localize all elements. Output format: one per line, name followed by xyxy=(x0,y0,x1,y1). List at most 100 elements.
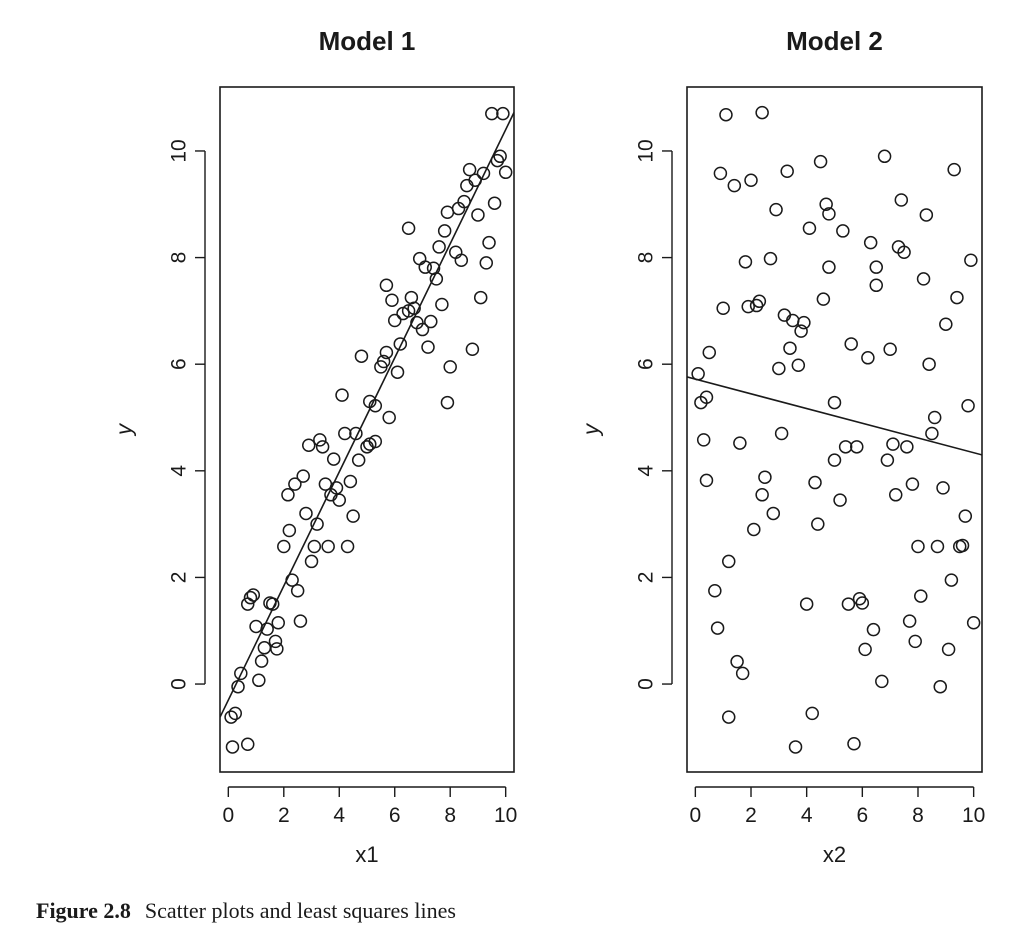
model-1-data-point xyxy=(379,278,394,293)
model-1-data-point xyxy=(415,322,430,337)
model-2-data-point xyxy=(863,235,878,250)
caption-text: Scatter plots and least squares lines xyxy=(144,898,456,923)
model-1-data-point xyxy=(299,506,313,521)
model-2-fit-line xyxy=(687,376,982,456)
model-2-data-point xyxy=(805,706,819,721)
model-2-y-tick-label: 8 xyxy=(635,252,658,264)
model-1-data-point xyxy=(313,433,327,447)
model-1-data-point xyxy=(424,314,438,329)
model-2-data-point xyxy=(696,433,711,447)
model-1-data-point xyxy=(385,293,399,307)
model-1-data-point xyxy=(329,481,344,495)
model-1-data-point xyxy=(304,554,319,569)
model-2-data-point xyxy=(880,453,895,467)
model-2-y-tick-label: 0 xyxy=(635,678,658,690)
model-1-x-axis-title: x1 xyxy=(355,842,378,867)
model-1-data-point xyxy=(231,679,245,694)
model-1-data-point xyxy=(412,251,427,266)
model-2-x-tick-label: 8 xyxy=(912,804,924,827)
model-1-data-point xyxy=(429,272,444,286)
model-2-data-point xyxy=(730,654,744,669)
model-1-data-point xyxy=(454,253,469,267)
model-2-data-point xyxy=(783,341,797,355)
model-2-data-point xyxy=(802,221,817,236)
model-1-data-point xyxy=(281,488,295,502)
model-1-data-point xyxy=(418,260,432,274)
model-2-data-point xyxy=(699,473,714,488)
model-2-data-point xyxy=(939,317,953,331)
model-2-data-point xyxy=(930,539,945,554)
model-1-y-tick-label: 8 xyxy=(168,252,191,264)
model-2-data-point xyxy=(777,308,792,322)
model-2-data-point xyxy=(699,390,714,404)
model-2-data-point xyxy=(755,105,769,120)
model-1-data-point xyxy=(277,539,291,554)
model-2-data-point xyxy=(911,539,925,554)
model-1-data-point xyxy=(421,340,435,354)
model-1-data-point xyxy=(296,469,310,483)
model-1-y-tick-label: 10 xyxy=(168,139,191,162)
model-2-data-point xyxy=(955,538,970,553)
model-2-data-point xyxy=(811,517,825,531)
model-2-data-point xyxy=(827,395,842,410)
model-1-data-point xyxy=(265,597,280,611)
model-2-data-point xyxy=(816,292,831,306)
model-2-data-point xyxy=(755,488,769,502)
model-1-data-point xyxy=(471,208,485,222)
model-1-y-axis-title: y xyxy=(112,422,137,437)
model-1-data-point xyxy=(465,342,480,357)
model-1-data-point xyxy=(390,365,405,379)
model-1-data-point xyxy=(252,673,266,688)
model-1-data-point xyxy=(490,153,505,168)
model-1-y-tick-label: 2 xyxy=(168,572,191,584)
model-2-data-point xyxy=(922,357,936,371)
model-1-data-point xyxy=(224,710,238,724)
model-1-data-point xyxy=(487,196,502,210)
model-2-data-point xyxy=(721,710,736,724)
model-1-data-point xyxy=(479,256,494,270)
model-1-data-point xyxy=(243,590,258,605)
model-1-x-tick-label: 0 xyxy=(222,804,234,827)
model-1-data-point xyxy=(346,509,360,523)
model-1-data-point xyxy=(349,426,363,441)
model-1-data-point xyxy=(270,642,284,656)
model-1-data-point xyxy=(285,573,299,587)
model-1-data-point xyxy=(335,388,349,402)
model-2-data-point xyxy=(833,493,847,507)
model-1-data-point xyxy=(485,106,499,121)
model-2-data-point xyxy=(869,260,883,274)
model-2-data-point xyxy=(791,358,806,373)
model-1-data-point xyxy=(225,740,240,754)
model-2-title: Model 2 xyxy=(786,26,883,56)
model-2-data-point xyxy=(855,596,870,610)
model-1-data-point xyxy=(268,634,283,649)
model-2-data-point xyxy=(964,253,978,267)
model-1-data-point xyxy=(393,337,408,351)
model-1-data-point xyxy=(401,221,416,236)
model-1-data-point xyxy=(321,539,335,554)
model-1-data-point xyxy=(351,453,366,467)
model-2-data-point xyxy=(944,573,959,587)
model-2-data-point xyxy=(841,597,856,611)
model-1-x-tick-label: 2 xyxy=(278,804,290,827)
model-1-data-point xyxy=(354,349,369,363)
model-2-data-point xyxy=(847,736,861,751)
model-2-data-point xyxy=(752,294,767,309)
model-1-data-point xyxy=(228,706,243,721)
model-1-data-point xyxy=(288,477,302,491)
model-2-data-point xyxy=(950,290,964,305)
model-2-data-point xyxy=(908,634,922,649)
model-2-data-point xyxy=(735,666,750,681)
model-1-data-point xyxy=(457,194,471,209)
model-1-data-point xyxy=(440,205,455,220)
model-1-panel: Model 1 0 2 4 6 8 10 x1 0 2 4 6 8 10 y xyxy=(112,26,518,867)
model-2-data-point xyxy=(780,164,794,178)
model-2-data-point xyxy=(738,255,753,269)
model-2-data-point xyxy=(691,367,705,381)
model-1-data-point xyxy=(379,345,394,360)
model-2-data-point xyxy=(877,149,892,164)
model-2-data-point xyxy=(727,178,742,193)
model-2-data-point xyxy=(758,470,772,484)
model-2-data-point xyxy=(836,224,850,238)
model-2-data-point xyxy=(819,197,833,212)
